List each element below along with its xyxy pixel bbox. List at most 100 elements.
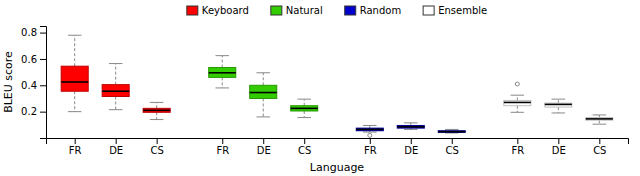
y-axis-title: BLEU score — [2, 51, 15, 113]
x-tick-mark — [411, 138, 412, 144]
x-axis: FRDECSFRDECSFRDECSFRDECS — [47, 138, 629, 156]
median — [356, 129, 383, 131]
box-body — [250, 85, 277, 98]
legend-swatch — [271, 6, 282, 15]
x-tick-mark — [116, 138, 117, 144]
y-axis-line — [40, 27, 47, 139]
flier — [368, 133, 372, 137]
whisker-cap — [297, 117, 311, 118]
y-tick-mark — [40, 112, 46, 113]
whisker — [156, 102, 157, 108]
y-tick-label: 0.6 — [21, 54, 37, 65]
x-axis-title: Language — [310, 161, 365, 174]
box-body — [545, 103, 572, 107]
plot-root: 0.20.40.60.8FRDECSFRDECSFRDECSFRDECSLang… — [2, 27, 629, 175]
box — [102, 64, 129, 110]
box — [438, 129, 465, 133]
box-body — [586, 118, 613, 121]
x-tick-label: CS — [593, 145, 606, 156]
whisker-cap — [215, 55, 229, 56]
median — [545, 104, 572, 106]
whisker — [599, 120, 600, 124]
whisker-cap — [150, 119, 164, 120]
whisker-cap — [445, 129, 459, 130]
x-tick: CS — [593, 138, 606, 156]
y-tick: 0.2 — [21, 106, 46, 117]
median — [438, 131, 465, 133]
whisker-cap — [552, 99, 566, 100]
whisker-cap — [552, 112, 566, 113]
whisker — [263, 98, 264, 116]
median — [291, 108, 318, 110]
box — [356, 125, 383, 137]
median — [504, 102, 531, 104]
median — [397, 126, 424, 128]
y-tick: 0.4 — [21, 80, 46, 91]
legend-item: Keyboard — [187, 5, 249, 16]
legend-label: Ensemble — [438, 5, 487, 16]
box-body — [356, 128, 383, 131]
whisker — [517, 106, 518, 113]
whisker-cap — [511, 95, 525, 96]
whisker — [558, 99, 559, 103]
whisker-cap — [511, 112, 525, 113]
legend-swatch — [345, 6, 356, 15]
boxes — [61, 35, 613, 137]
median — [250, 92, 277, 94]
y-tick-label: 0.8 — [21, 27, 37, 38]
y-tick-mark — [40, 85, 46, 86]
whisker-cap — [404, 129, 418, 130]
x-tick: FR — [216, 138, 229, 156]
y-tick-mark — [40, 33, 46, 34]
whisker — [115, 96, 116, 109]
box-body — [209, 68, 236, 78]
x-tick-mark — [370, 138, 371, 144]
x-tick-mark — [75, 138, 76, 144]
x-tick-mark — [599, 138, 600, 144]
whisker — [263, 73, 264, 86]
y-tick-mark — [40, 59, 46, 60]
box-body — [291, 106, 318, 111]
box-body — [143, 108, 170, 112]
x-tick-mark — [222, 138, 223, 144]
whisker — [222, 56, 223, 68]
whisker-cap — [363, 132, 377, 133]
whisker-cap — [297, 99, 311, 100]
x-tick: CS — [298, 138, 311, 156]
x-tick-mark — [452, 138, 453, 144]
whisker-cap — [150, 102, 164, 103]
whisker-cap — [215, 87, 229, 88]
legend-item: Natural — [271, 5, 323, 16]
whisker — [517, 95, 518, 100]
x-tick: DE — [109, 138, 123, 156]
legend-label: Natural — [286, 5, 323, 16]
whisker-cap — [593, 124, 607, 125]
whisker-cap — [404, 122, 418, 123]
x-tick: DE — [404, 138, 418, 156]
x-tick-mark — [157, 138, 158, 144]
x-tick-label: CS — [298, 145, 311, 156]
legend: KeyboardNaturalRandomEnsemble — [187, 5, 487, 16]
median — [586, 118, 613, 120]
x-tick-label: FR — [511, 145, 524, 156]
whisker-cap — [109, 109, 123, 110]
x-tick: FR — [364, 138, 377, 156]
box-body — [438, 131, 465, 133]
whisker — [156, 112, 157, 119]
x-tick-mark — [304, 138, 305, 144]
x-tick-label: FR — [216, 145, 229, 156]
box — [397, 123, 424, 130]
x-tick: FR — [69, 138, 82, 156]
x-axis-line — [47, 139, 629, 145]
whisker-cap — [68, 111, 82, 112]
whisker — [304, 99, 305, 106]
box — [250, 73, 277, 117]
box-series — [209, 56, 318, 118]
box — [545, 99, 572, 113]
whisker — [74, 35, 75, 66]
box-series — [504, 82, 613, 124]
x-tick: CS — [150, 138, 163, 156]
x-tick-label: FR — [69, 145, 82, 156]
x-tick-label: CS — [150, 145, 163, 156]
y-axis: 0.2 0.4 0.6 0.8 — [21, 27, 46, 139]
